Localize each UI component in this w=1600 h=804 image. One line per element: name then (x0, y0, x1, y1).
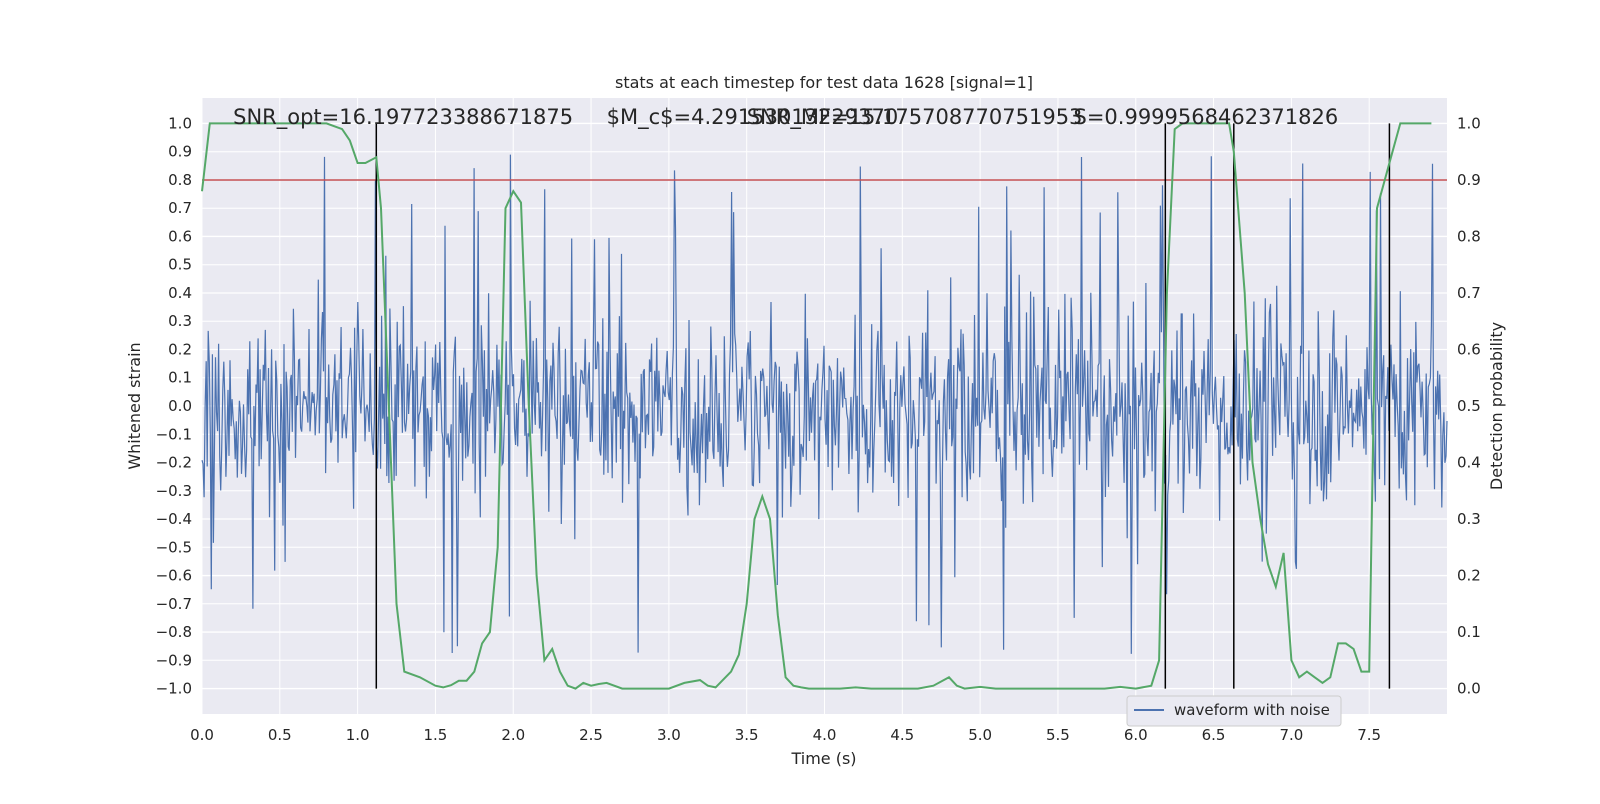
x-tick-label: 7.5 (1357, 726, 1381, 744)
annotations: SNR_opt=16.197723388671875 $M_c$=4.291530… (233, 105, 1338, 130)
y-right-tick-label: 0.2 (1457, 567, 1481, 585)
x-tick-label: 3.0 (657, 726, 681, 744)
y-left-tick-label: −0.4 (156, 510, 192, 528)
y-left-tick-label: 0.9 (168, 143, 192, 161)
y-right-tick-label: 0.3 (1457, 510, 1481, 528)
y-axis-label-right: Detection probability (1487, 322, 1506, 490)
y-left-tick-label: −1.0 (156, 680, 192, 698)
y-right-tick-label: 0.9 (1457, 171, 1481, 189)
y-left-tick-label: 0.8 (168, 171, 192, 189)
y-right-tick-label: 0.6 (1457, 340, 1481, 358)
y-left-tick-label: 1.0 (168, 114, 192, 132)
legend-box (1126, 695, 1342, 727)
y-left-tick-label: −0.2 (156, 454, 192, 472)
y-left-tick-label: 0.6 (168, 227, 192, 245)
y-right-tick-label: 0.1 (1457, 623, 1481, 641)
x-tick-labels: 0.0 0.5 1.0 1.5 2.0 2.5 3.0 3.5 4.0 4.5 5.0 5.5 6.0 6… (190, 726, 1381, 744)
y-left-tick-label: −0.1 (156, 425, 192, 443)
y-right-tick-label: 0.8 (1457, 227, 1481, 245)
y-left-tick-label: −0.8 (156, 623, 192, 641)
x-tick-label: 2.0 (501, 726, 525, 744)
y-right-tick-label: 0.5 (1457, 397, 1481, 415)
y-axis-label-left: Whitened strain (125, 342, 144, 469)
y-left-tick-label: 0.7 (168, 199, 192, 217)
y-right-tick-label: 0.0 (1457, 680, 1481, 698)
y-left-tick-label: −0.7 (156, 595, 192, 613)
x-tick-label: 6.0 (1124, 726, 1148, 744)
probability-series (201, 122, 1432, 690)
x-tick-label: 4.0 (813, 726, 837, 744)
y-left-tick-label: 0.5 (168, 256, 192, 274)
y-left-tick-label: −0.9 (156, 651, 192, 669)
annotation-3: S=0.9999568462371826 (1074, 105, 1339, 129)
y-left-tick-label: 0.4 (168, 284, 192, 302)
y-right-tick-label: 0.7 (1457, 284, 1481, 302)
y-left-tick-label: −0.5 (156, 538, 192, 556)
x-tick-label: 5.0 (968, 726, 992, 744)
x-tick-label: 4.5 (890, 726, 914, 744)
y-left-tick-labels: 1.0 0.9 0.8 0.7 0.6 0.5 0.4 0.3 0.2 0.1 0.0 −0.1 −0.… (156, 114, 192, 697)
x-tick-label: 6.5 (1202, 726, 1226, 744)
y-right-tick-label: 1.0 (1457, 114, 1481, 132)
x-tick-label: 0.5 (268, 726, 292, 744)
x-tick-label: 1.5 (424, 726, 448, 744)
y-left-tick-label: 0.2 (168, 340, 192, 358)
y-right-tick-label: 0.4 (1457, 454, 1481, 472)
legend: waveform with noise (1126, 695, 1342, 727)
probability-line (201, 122, 1432, 690)
annotation-1: $M_c$=4.29153013229370 (607, 105, 899, 130)
y-left-tick-label: 0.0 (168, 397, 192, 415)
annotation-0: SNR_opt=16.197723388671875 (233, 105, 573, 130)
strain-series (201, 154, 1448, 654)
y-left-tick-label: −0.3 (156, 482, 192, 500)
y-left-tick-label: 0.1 (168, 369, 192, 387)
x-tick-label: 7.0 (1279, 726, 1303, 744)
chart-title: stats at each timestep for test data 162… (615, 73, 1033, 92)
x-axis-label: Time (s) (790, 749, 856, 768)
x-tick-label: 5.5 (1046, 726, 1070, 744)
y-left-tick-label: 0.3 (168, 312, 192, 330)
y-right-tick-labels: 1.0 0.9 0.8 0.7 0.6 0.5 0.4 0.3 0.2 0.1 0.0 (1457, 114, 1481, 697)
annotation-2: SNR_MF=15.175708770751953 (747, 105, 1083, 130)
legend-label: waveform with noise (1174, 701, 1330, 719)
x-tick-label: 0.0 (190, 726, 214, 744)
y-left-tick-label: −0.6 (156, 567, 192, 585)
strain-line (201, 154, 1448, 654)
x-tick-label: 2.5 (579, 726, 603, 744)
x-tick-label: 3.5 (735, 726, 759, 744)
x-tick-label: 1.0 (346, 726, 370, 744)
